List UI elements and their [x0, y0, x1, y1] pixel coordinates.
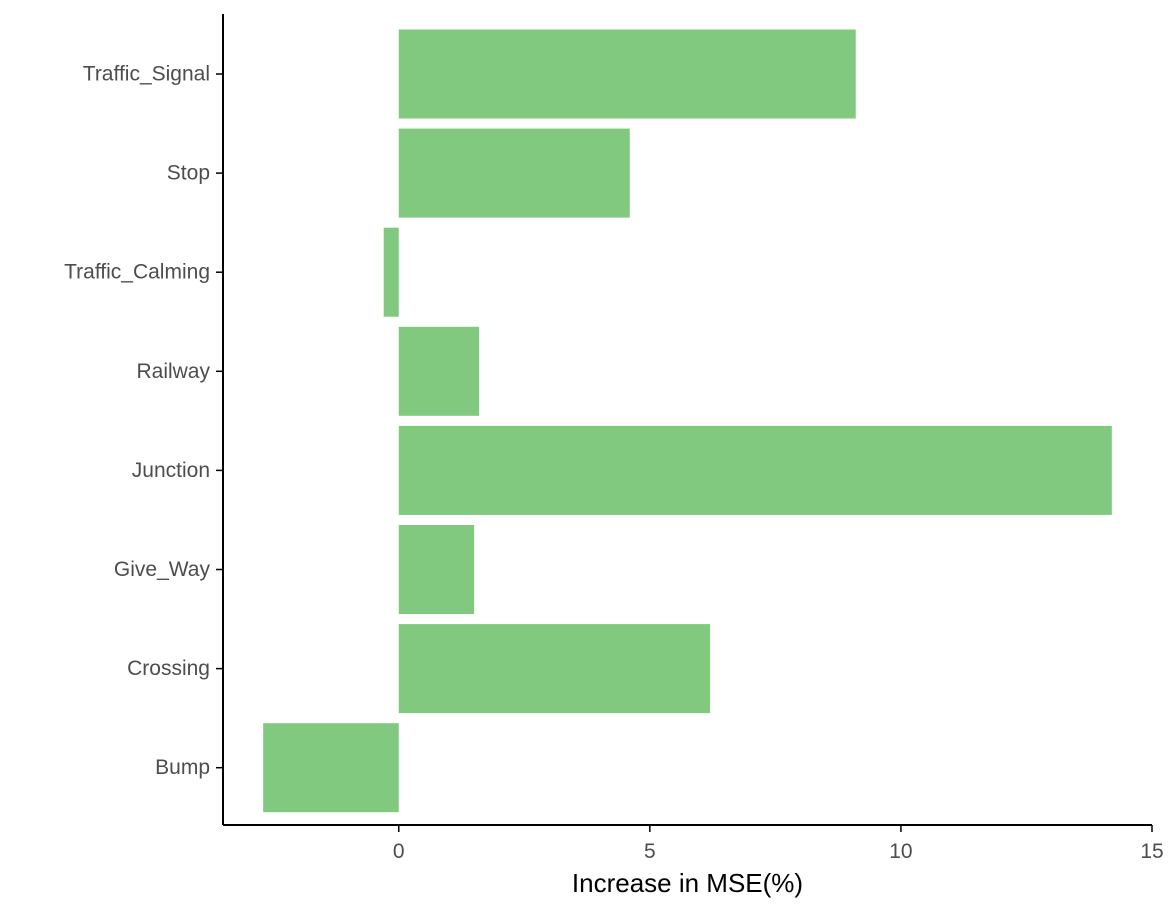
x-tick-label: 10	[889, 840, 912, 863]
y-tick-label: Traffic_Calming	[64, 261, 210, 284]
x-axis-title: Increase in MSE(%)	[572, 868, 803, 898]
axes-group	[216, 14, 1153, 832]
x-tick-label: 5	[644, 840, 656, 863]
bar-junction	[398, 425, 1112, 515]
y-tick-label: Bump	[155, 756, 210, 779]
y-tick-label: Traffic_Signal	[83, 63, 210, 86]
y-tick-label: Stop	[167, 162, 210, 185]
y-tick-label: Crossing	[127, 657, 210, 680]
bar-stop	[398, 128, 630, 218]
y-tick-label: Junction	[132, 459, 210, 482]
bar-crossing	[398, 624, 711, 714]
bar-traffic-calming	[383, 227, 399, 317]
y-tick-labels: Traffic_Signal Stop Traffic_Calming Railway…	[64, 63, 210, 780]
x-tick-label: 15	[1140, 840, 1163, 863]
bar-give-way	[398, 525, 475, 614]
y-tick-label: Give_Way	[114, 558, 211, 581]
bar-railway	[398, 326, 480, 416]
bar-traffic-signal	[398, 29, 856, 119]
bars-group	[263, 29, 1112, 813]
y-tick-label: Railway	[136, 360, 210, 383]
x-tick-labels: 0 5 10 15	[393, 840, 1164, 863]
bar-bump	[263, 723, 399, 813]
x-tick-label: 0	[393, 840, 405, 863]
